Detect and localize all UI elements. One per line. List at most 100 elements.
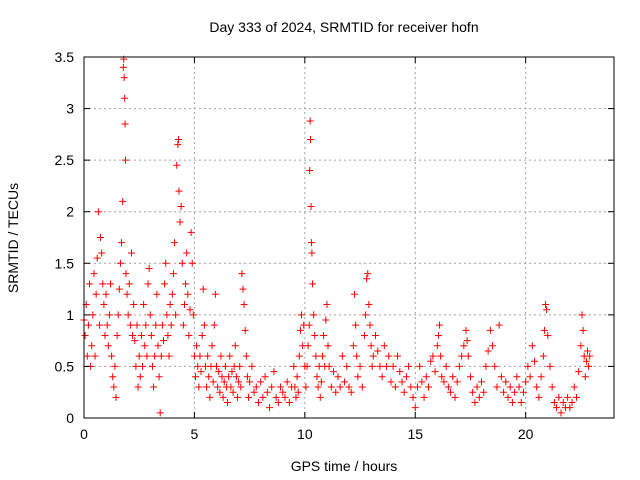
data-point — [436, 321, 444, 329]
data-point — [324, 342, 332, 350]
data-point — [356, 362, 364, 370]
data-point — [180, 301, 188, 309]
data-point — [152, 321, 160, 329]
data-point — [486, 326, 494, 334]
data-point — [209, 378, 217, 386]
data-point — [242, 352, 250, 360]
data-point — [387, 378, 395, 386]
data-point — [103, 321, 111, 329]
data-point — [259, 393, 267, 401]
data-point — [585, 362, 593, 370]
data-point — [471, 399, 479, 407]
data-point — [295, 352, 303, 360]
data-point — [526, 373, 534, 381]
data-point — [447, 388, 455, 396]
data-point — [313, 373, 321, 381]
data-point — [302, 383, 310, 391]
data-point — [584, 347, 591, 355]
data-point — [216, 388, 224, 396]
data-point — [290, 362, 298, 370]
data-point — [303, 362, 311, 370]
data-point — [131, 337, 139, 345]
data-point — [327, 383, 335, 391]
data-point — [101, 331, 109, 339]
data-point — [94, 208, 102, 216]
data-point — [363, 275, 371, 283]
data-point — [343, 362, 351, 370]
data-point — [354, 373, 362, 381]
data-point — [582, 357, 590, 365]
data-point — [537, 373, 545, 381]
data-point — [129, 331, 137, 339]
data-point — [183, 249, 191, 257]
data-point — [291, 383, 299, 391]
data-point — [539, 352, 547, 360]
data-point — [151, 352, 159, 360]
data-point — [194, 362, 202, 370]
data-point — [187, 228, 195, 236]
data-point — [502, 378, 510, 386]
data-point — [205, 373, 213, 381]
data-point — [307, 136, 315, 144]
data-point — [192, 373, 200, 381]
data-point — [175, 187, 183, 195]
data-point — [469, 388, 477, 396]
data-point — [250, 388, 258, 396]
data-point — [116, 259, 124, 267]
data-point — [433, 342, 441, 350]
data-point — [109, 373, 117, 381]
data-point — [528, 342, 536, 350]
data-point — [460, 342, 468, 350]
x-axis-label: GPS time / hours — [291, 458, 398, 474]
data-point — [475, 393, 483, 401]
data-point — [462, 326, 470, 334]
data-point — [420, 393, 428, 401]
data-point — [322, 316, 330, 324]
data-point — [513, 373, 521, 381]
data-point — [174, 141, 182, 149]
data-point — [285, 399, 293, 407]
data-point — [91, 352, 99, 360]
data-point — [100, 301, 108, 309]
data-point — [257, 378, 265, 386]
data-point — [352, 321, 360, 329]
data-point — [367, 342, 375, 350]
data-point — [372, 331, 379, 339]
data-point — [263, 388, 271, 396]
data-point — [86, 280, 94, 288]
data-point — [158, 321, 166, 329]
data-point — [515, 383, 523, 391]
data-point — [165, 352, 173, 360]
data-point — [98, 249, 106, 257]
data-point — [281, 393, 289, 401]
data-point — [219, 393, 227, 401]
data-point — [110, 383, 118, 391]
data-point — [92, 290, 100, 298]
data-point — [292, 393, 300, 401]
data-point — [193, 342, 201, 350]
data-point — [405, 362, 413, 370]
data-point — [540, 326, 548, 334]
data-point — [235, 378, 243, 386]
data-point — [345, 383, 353, 391]
data-point — [238, 270, 246, 278]
data-point — [293, 373, 301, 381]
y-tick-label: 0 — [66, 410, 74, 426]
data-point — [225, 373, 233, 381]
data-point — [311, 331, 319, 339]
data-point — [88, 342, 96, 350]
data-point — [97, 234, 105, 241]
data-point — [557, 409, 565, 417]
data-point — [314, 383, 322, 391]
data-point — [186, 306, 194, 314]
data-point — [134, 383, 142, 391]
data-point — [137, 331, 145, 339]
data-point — [169, 270, 177, 278]
data-point — [93, 254, 101, 262]
data-point — [164, 331, 172, 339]
y-tick-label: 0.5 — [55, 358, 75, 374]
data-point — [122, 156, 130, 164]
data-point — [83, 352, 91, 360]
data-point — [160, 337, 167, 345]
chart-title: Day 333 of 2024, SRMTID for receiver hof… — [209, 19, 478, 35]
